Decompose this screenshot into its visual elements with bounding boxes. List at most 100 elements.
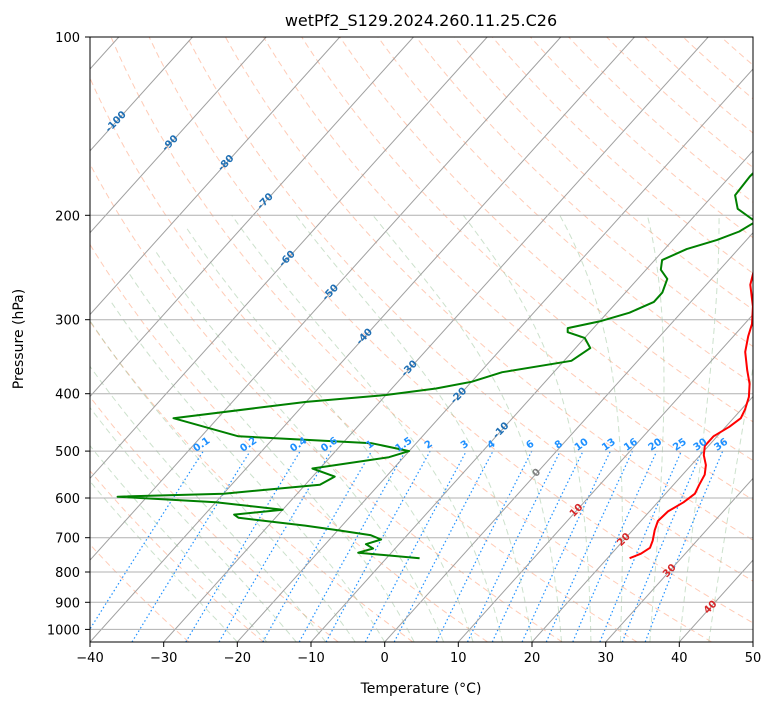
dry-adiabat [453,37,753,311]
y-tick-label: 900 [55,596,80,611]
isotherm-line [90,37,635,642]
y-tick-label: 500 [55,445,80,460]
moist-adiabat [90,365,327,642]
mixing-ratio-line [298,450,406,642]
moist-adiabat [186,227,474,642]
mixing-ratio-line [545,450,634,642]
x-tick-label: 10 [450,651,467,666]
moist-adiabat [646,215,665,642]
mixing-ratio-line [185,450,301,642]
dry-adiabat [224,37,753,541]
isotherm-line [236,68,753,642]
mixing-ratio-line [90,450,204,631]
mixing-ratio-label: 3 [459,439,471,452]
dry-adiabat [90,320,414,642]
moist-adiabat [90,319,356,642]
isotherm-line [384,232,753,642]
x-tick-label: 30 [597,651,614,666]
moist-adiabat [90,480,238,642]
dry-adiabat [263,37,753,501]
dry-adiabat [90,163,563,642]
dry-adiabat [377,37,753,385]
mixing-ratio-line [521,450,611,642]
isotherm-line [310,150,753,642]
y-tick-label: 800 [55,566,80,581]
dry-adiabat [759,37,775,642]
dry-adiabat [148,37,753,624]
x-tick-label: 40 [671,651,688,666]
dry-adiabat [90,543,190,642]
y-tick-label: 600 [55,492,80,507]
moist-adiabat [462,214,592,642]
mixing-ratio-line [325,450,431,642]
isotherm-line [678,559,753,642]
mixing-ratio-line [262,450,373,642]
mixing-ratio-label: 6 [524,439,536,452]
mixing-ratio-line [218,450,332,642]
dry-adiabat [568,37,753,203]
isotherm-label: -100 [103,109,128,135]
mixing-ratio-label: 2 [423,439,435,452]
isotherm-line [90,37,193,152]
isotherm-line [90,37,562,561]
dewpoint-profile-line [116,171,753,560]
dry-adiabat [491,37,753,274]
y-tick-label: 700 [55,532,80,547]
mixing-ratio-label: 0.6 [319,435,340,454]
axis-ticks: −40 −30 −20 −10 0 10 20 30 40 5010020030040050060… [47,31,761,666]
chart-title: wetPf2_S129.2024.260.11.25.C26 [285,11,557,31]
dry-adiabat [90,243,488,642]
isotherm-line [90,37,341,316]
isotherm-line [752,641,753,642]
y-tick-label: 400 [55,388,80,403]
dry-adiabat [90,470,264,642]
dry-adiabat [90,396,339,642]
dry-adiabat [415,37,753,348]
x-tick-label: −30 [150,651,177,666]
x-tick-label: 20 [524,651,541,666]
mixing-ratio-line [621,450,703,642]
y-tick-label: 300 [55,314,80,329]
mixing-ratio-line [599,450,682,642]
x-tick-label: 0 [381,651,389,666]
mixing-ratio-label: 0.1 [191,435,212,454]
dry-adiabat [644,37,753,134]
mixing-ratio-line [466,450,561,642]
y-axis-title: Pressure (hPa) [11,289,27,389]
mixing-ratio-line [131,450,251,642]
mixing-ratio-line [364,450,467,642]
moist-adiabat [708,364,753,642]
dry-adiabat [682,37,753,100]
dry-adiabat [606,37,753,169]
moist-adiabat [559,215,623,642]
dry-adiabat [186,37,753,582]
temperature-profile-line [629,269,753,560]
moist-adiabat [678,215,720,642]
x-tick-label: 50 [745,651,762,666]
isotherm-line [457,313,753,642]
mixing-ratio-line [572,450,658,642]
moist-adiabat [231,215,503,642]
plot-frame [89,36,754,643]
dry-adiabat [339,37,753,423]
mixing-ratio-line [491,450,584,642]
dry-adiabat [110,37,712,642]
isotherm-line [90,37,488,480]
isotherm-line [531,395,753,642]
moist-adiabat [128,272,415,642]
x-tick-label: −40 [76,651,103,666]
isotherm-line [605,477,753,642]
moist-adiabat [110,301,386,642]
moist-adiabat [372,214,562,642]
y-tick-label: 100 [55,31,80,46]
dry-adiabat [530,37,753,239]
x-tick-label: −20 [224,651,251,666]
x-axis-title: Temperature (°C) [360,681,482,697]
isotherm-line [90,37,267,234]
data-series [116,171,753,560]
mixing-ratio-label: 4 [486,439,498,452]
x-tick-label: −10 [297,651,324,666]
grid-lines [90,37,775,642]
dry-adiabat [90,76,638,642]
